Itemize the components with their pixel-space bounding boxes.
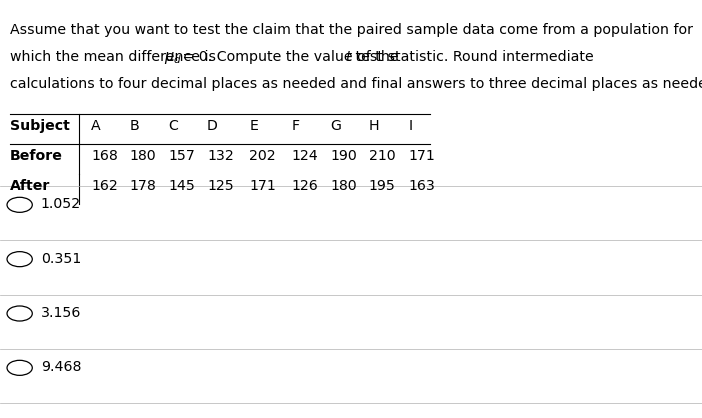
Text: 210: 210 xyxy=(369,149,395,163)
Text: 132: 132 xyxy=(207,149,234,163)
Text: which the mean difference is: which the mean difference is xyxy=(10,50,220,64)
Text: 124: 124 xyxy=(291,149,318,163)
Text: 202: 202 xyxy=(249,149,276,163)
Text: 126: 126 xyxy=(291,179,318,193)
Text: I: I xyxy=(409,119,413,133)
Text: H: H xyxy=(369,119,379,133)
Text: 168: 168 xyxy=(91,149,118,163)
Text: E: E xyxy=(249,119,258,133)
Text: 162: 162 xyxy=(91,179,118,193)
Text: 195: 195 xyxy=(369,179,395,193)
Text: 180: 180 xyxy=(330,179,357,193)
Text: t: t xyxy=(345,50,351,64)
Text: 171: 171 xyxy=(409,149,435,163)
Text: 125: 125 xyxy=(207,179,234,193)
Text: 157: 157 xyxy=(168,149,195,163)
Text: 9.468: 9.468 xyxy=(41,360,81,374)
Text: 178: 178 xyxy=(130,179,157,193)
Text: C: C xyxy=(168,119,178,133)
Text: Assume that you want to test the claim that the paired sample data come from a p: Assume that you want to test the claim t… xyxy=(10,23,693,37)
Text: 190: 190 xyxy=(330,149,357,163)
Text: Subject: Subject xyxy=(10,119,69,133)
Text: After: After xyxy=(10,179,51,193)
Text: calculations to four decimal places as needed and final answers to three decimal: calculations to four decimal places as n… xyxy=(10,77,702,91)
Text: D: D xyxy=(207,119,218,133)
Text: B: B xyxy=(130,119,140,133)
Text: G: G xyxy=(330,119,340,133)
Text: 3.156: 3.156 xyxy=(41,306,81,320)
Text: = 0. Compute the value of the: = 0. Compute the value of the xyxy=(178,50,403,64)
Text: $\mu_d$: $\mu_d$ xyxy=(164,50,182,66)
Text: 180: 180 xyxy=(130,149,157,163)
Text: test statistic. Round intermediate: test statistic. Round intermediate xyxy=(351,50,594,64)
Text: Before: Before xyxy=(10,149,62,163)
Text: 171: 171 xyxy=(249,179,276,193)
Text: 163: 163 xyxy=(409,179,435,193)
Text: 145: 145 xyxy=(168,179,195,193)
Text: 1.052: 1.052 xyxy=(41,197,81,211)
Text: F: F xyxy=(291,119,299,133)
Text: A: A xyxy=(91,119,101,133)
Text: 0.351: 0.351 xyxy=(41,252,81,265)
